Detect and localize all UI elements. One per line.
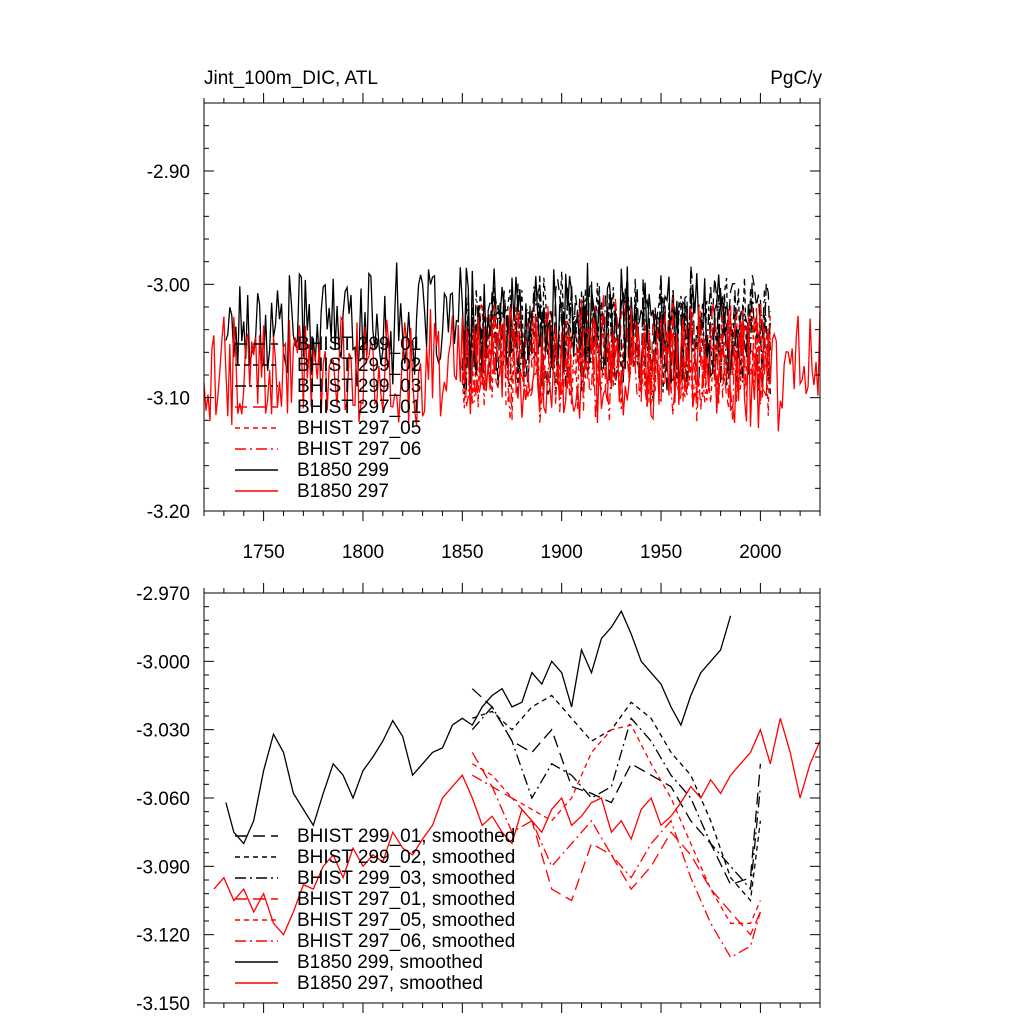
series-line-1-0 [471, 688, 762, 886]
legend-label: B1850 299 [297, 460, 389, 481]
y-tick-label: -3.090 [136, 857, 190, 878]
legend-label: BHIST 299_01, smoothed [297, 826, 515, 847]
y-tick-label: -3.20 [147, 502, 190, 523]
bottom-panel: -2.970 -3.000 -3.030 -3.060 -3.090 -3.120 -3.1… [136, 583, 821, 1015]
y-tick-label: -3.000 [136, 652, 190, 673]
series-line-0-7 [203, 306, 821, 432]
legend-label: BHIST 297_06 [297, 439, 421, 460]
series-line-1-2 [471, 705, 762, 891]
x-tick-label: 1950 [640, 542, 682, 563]
legend-label: BHIST 297_05 [297, 418, 421, 439]
legend-label: BHIST 297_05, smoothed [297, 910, 515, 931]
top-panel-units: PgC/y [770, 68, 822, 89]
legend-label: BHIST 297_06, smoothed [297, 931, 515, 952]
x-tick-label: 1900 [541, 542, 583, 563]
series-line-1-3 [471, 752, 761, 936]
top-panel-title: Jint_100m_DIC, ATL [204, 68, 378, 89]
y-tick-label: -3.120 [136, 926, 190, 947]
legend-label: BHIST 299_02 [297, 355, 421, 376]
series-line-0-4 [461, 297, 771, 421]
top-panel: Jint_100m_DIC, ATL PgC/y -2.90 -3.00 -3.10… [147, 68, 823, 563]
top-ticks: -2.90 -3.00 -3.10 -3.20 1750 1800 1850 1900 1950… [147, 93, 821, 563]
series-line-0-6 [225, 262, 742, 387]
legend-label: BHIST 299_02, smoothed [297, 847, 515, 868]
top-series-layer [203, 262, 821, 432]
y-tick-label: -2.90 [147, 162, 190, 183]
bottom-series-layer [213, 609, 821, 959]
x-tick-label: 1750 [242, 542, 284, 563]
y-tick-label: -3.030 [136, 721, 190, 742]
y-tick-label: -2.970 [136, 584, 190, 605]
legend-label: BHIST 299_03, smoothed [297, 868, 515, 889]
series-line-1-5 [471, 774, 762, 959]
y-tick-label: -3.150 [136, 994, 190, 1015]
series-line-1-1 [472, 694, 762, 903]
legend-label: BHIST 297_01 [297, 397, 421, 418]
y-tick-label: -3.060 [136, 789, 190, 810]
legend-label: BHIST 297_01, smoothed [297, 889, 515, 910]
y-tick-label: -3.10 [147, 389, 190, 410]
legend-label: B1850 297 [297, 481, 389, 502]
series-line-1-7 [213, 718, 821, 936]
x-tick-label: 2000 [739, 542, 781, 563]
x-tick-label: 1850 [441, 542, 483, 563]
bottom-ticks: -2.970 -3.000 -3.030 -3.060 -3.090 -3.120 -3.1… [136, 583, 821, 1015]
legend-label: BHIST 299_01 [297, 334, 421, 355]
series-line-1-4 [471, 724, 761, 924]
legend-label: BHIST 299_03 [297, 376, 421, 397]
legend-label: B1850 299, smoothed [297, 952, 483, 973]
y-tick-label: -3.00 [147, 275, 190, 296]
x-tick-label: 1800 [342, 542, 384, 563]
legend-label: B1850 297, smoothed [297, 973, 483, 994]
series-line-1-6 [225, 609, 732, 845]
